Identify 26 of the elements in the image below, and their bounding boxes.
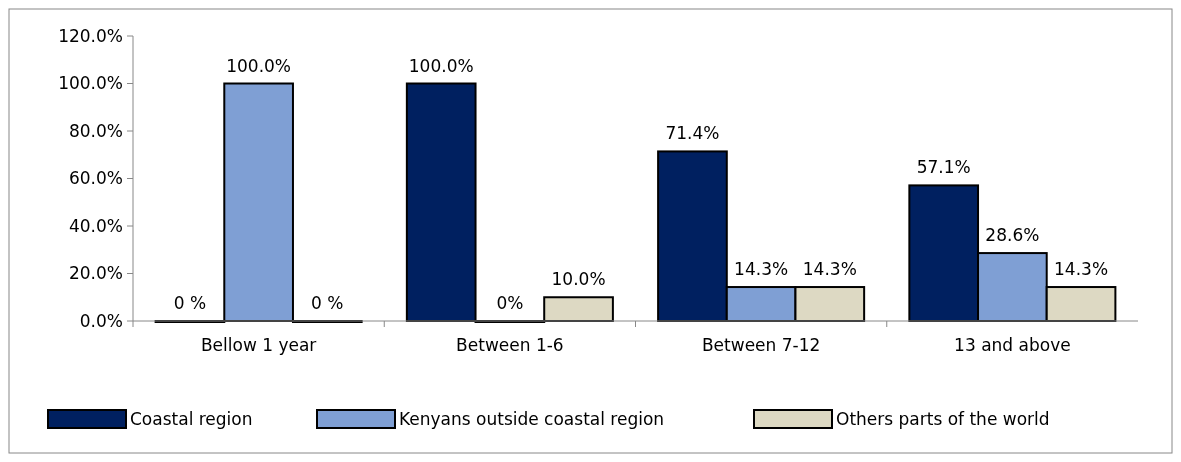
legend-label: Others parts of the world	[836, 408, 1050, 429]
data-label: 0 %	[311, 293, 344, 313]
legend-label: Kenyans outside coastal region	[399, 408, 665, 429]
data-label: 71.4%	[665, 123, 720, 144]
y-tick-label: 100.0%	[58, 73, 123, 94]
data-label: 57.1%	[916, 157, 971, 178]
y-tick-label: 0.0%	[79, 310, 123, 331]
legend-label: Coastal region	[130, 408, 253, 429]
y-tick-label: 80.0%	[68, 120, 123, 141]
y-tick-label: 40.0%	[68, 215, 123, 236]
x-tick-label: 13 and above	[954, 335, 1071, 355]
data-label: 28.6%	[985, 225, 1040, 246]
data-label: 10.0%	[551, 269, 606, 290]
data-label: 14.3%	[802, 259, 857, 280]
y-tick-label: 60.0%	[68, 168, 123, 189]
x-tick-label: Bellow 1 year	[200, 335, 317, 355]
x-tick-label: Between 7-12	[701, 335, 821, 355]
data-label: 0%	[496, 293, 524, 313]
y-tick-label: 120.0%	[58, 25, 123, 46]
data-label: 100.0%	[226, 55, 292, 76]
x-tick-label: Between 1-6	[456, 335, 564, 355]
data-label: 100.0%	[408, 55, 474, 76]
data-label: 14.3%	[734, 259, 789, 280]
y-tick-label: 20.0%	[68, 263, 123, 284]
data-label: 14.3%	[1054, 259, 1109, 280]
data-label: 0 %	[173, 293, 207, 313]
